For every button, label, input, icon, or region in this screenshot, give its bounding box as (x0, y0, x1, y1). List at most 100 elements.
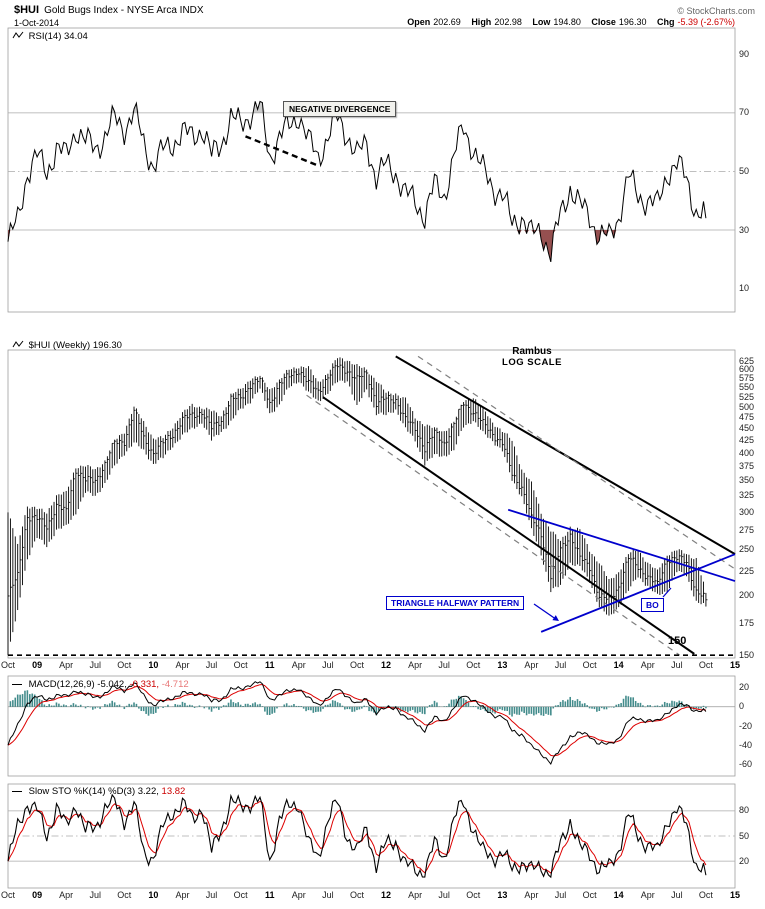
x-axis-label: Jul (322, 889, 334, 900)
x-axis-label: 13 (497, 889, 508, 900)
x-axis-label: 10 (148, 889, 159, 900)
price-ytick: 550 (739, 382, 755, 393)
high-value: 202.98 (494, 17, 522, 27)
x-axis-label: 15 (729, 660, 740, 670)
price-panel-label: $HUI (Weekly) 196.30 (12, 340, 122, 352)
quote-summary: Open 202.69 High 202.98 Low 194.80 Close 196… (399, 17, 735, 27)
x-axis-label: Jul (322, 660, 334, 670)
rsi-ytick: 50 (739, 165, 750, 176)
x-axis-label: Jul (438, 660, 450, 670)
rsi-ytick: 90 (739, 48, 750, 59)
price-label-value: 196.30 (92, 340, 122, 351)
x-axis-label: Oct (582, 660, 597, 670)
sto-line-icon (12, 791, 22, 792)
x-axis-label: Jul (89, 660, 101, 670)
sto-value-d: 13.82 (161, 786, 186, 797)
rsi-ytick: 10 (739, 283, 750, 294)
sto-ytick: 20 (739, 855, 750, 866)
x-axis-label: Oct (0, 660, 15, 670)
x-axis-label: Apr (59, 660, 74, 670)
x-axis-label: Jul (89, 889, 101, 900)
sto-label-text: Slow STO %K(14) %D(3) (28, 786, 136, 797)
x-axis-label: Oct (466, 889, 481, 900)
x-axis-label: 15 (729, 889, 740, 900)
rsi-ytick: 30 (739, 224, 750, 235)
breakout-label: BO (641, 598, 664, 612)
x-axis-label: Apr (640, 660, 655, 670)
macd-label-text: MACD(12,26,9) (28, 679, 95, 690)
support-150-label: 150 (668, 635, 687, 647)
x-axis-label: Oct (349, 660, 364, 670)
x-axis-label: 09 (32, 660, 43, 670)
macd-ytick: 0 (739, 701, 745, 712)
macd-ytick: 20 (739, 682, 750, 693)
x-axis-label: Apr (524, 889, 539, 900)
x-axis-label: 12 (381, 889, 392, 900)
macd-ytick: -60 (739, 758, 753, 769)
triangle-pattern-label: TRIANGLE HALFWAY PATTERN (386, 596, 525, 610)
price-ytick: 225 (739, 566, 755, 577)
macd-line-icon (12, 684, 22, 685)
sto-panel-label: Slow STO %K(14) %D(3) 3.22, 13.82 (12, 786, 185, 797)
indicator-line-icon (12, 340, 24, 352)
price-ytick: 500 (739, 401, 755, 412)
x-axis-label: 14 (613, 660, 624, 670)
x-axis-label: Oct (466, 660, 481, 670)
price-ytick: 300 (739, 506, 755, 517)
x-axis-label: Apr (175, 889, 190, 900)
close-label: Close (591, 17, 616, 27)
rsi-label-text: RSI(14) (28, 31, 62, 42)
x-axis-label: Jul (554, 889, 567, 900)
x-axis-label: 09 (32, 889, 43, 900)
x-axis-label: Jul (671, 889, 683, 900)
open-label: Open (407, 17, 431, 27)
index-name: Gold Bugs Index - NYSE Arca INDX (44, 5, 204, 16)
ticker-symbol: $HUI (14, 4, 40, 16)
price-ytick: 375 (739, 460, 755, 471)
macd-panel-label: MACD(12,26,9) -5.042, -0.331, -4.712 (12, 679, 189, 690)
x-axis-label: Oct (117, 660, 132, 670)
indicator-line-icon (12, 31, 24, 43)
x-axis-label: Oct (349, 889, 364, 900)
x-axis-label: Jul (671, 660, 683, 670)
x-axis-label: Apr (640, 889, 655, 900)
sto-value-k: 3.22, (137, 786, 159, 797)
macd-value-signal: -0.331, (129, 679, 160, 690)
macd-value-line: -5.042, (97, 679, 127, 690)
x-axis-label: Jul (205, 660, 218, 670)
rambus-line1: Rambus (512, 346, 552, 357)
price-ytick: 200 (739, 590, 755, 601)
x-axis-label: 13 (497, 660, 508, 670)
price-ytick: 175 (739, 617, 755, 628)
x-axis-label: Oct (582, 889, 597, 900)
sto-ytick: 80 (739, 805, 750, 816)
price-ytick: 425 (739, 435, 755, 446)
x-axis-label: Apr (291, 660, 306, 670)
price-ytick: 400 (739, 447, 755, 458)
x-axis-label: Oct (117, 889, 132, 900)
x-axis-label: 11 (264, 889, 275, 900)
negative-divergence-label: NEGATIVE DIVERGENCE (283, 101, 397, 117)
rambus-line2: LOG SCALE (502, 357, 562, 368)
x-axis-label: Apr (291, 889, 306, 900)
x-axis-label: Apr (175, 660, 190, 670)
price-ytick: 450 (739, 423, 755, 434)
close-value: 196.30 (618, 17, 647, 27)
x-axis-label: 14 (613, 889, 624, 900)
rsi-label-value: 34.04 (64, 31, 88, 42)
high-label: High (471, 17, 492, 27)
rsi-ytick: 70 (739, 107, 750, 118)
x-axis-label: Apr (524, 660, 539, 670)
macd-ytick: -40 (739, 739, 753, 750)
macd-value-hist: -4.712 (161, 679, 189, 690)
price-ytick: 600 (739, 364, 755, 375)
x-axis-label: Apr (59, 889, 74, 900)
x-axis-label: Oct (0, 889, 15, 900)
x-axis-label: Oct (233, 660, 248, 670)
rsi-panel-label: RSI(14) 34.04 (12, 31, 88, 43)
price-ytick: 350 (739, 475, 755, 486)
price-label-text: $HUI (Weekly) (28, 340, 91, 351)
sto-ytick: 50 (739, 830, 750, 841)
